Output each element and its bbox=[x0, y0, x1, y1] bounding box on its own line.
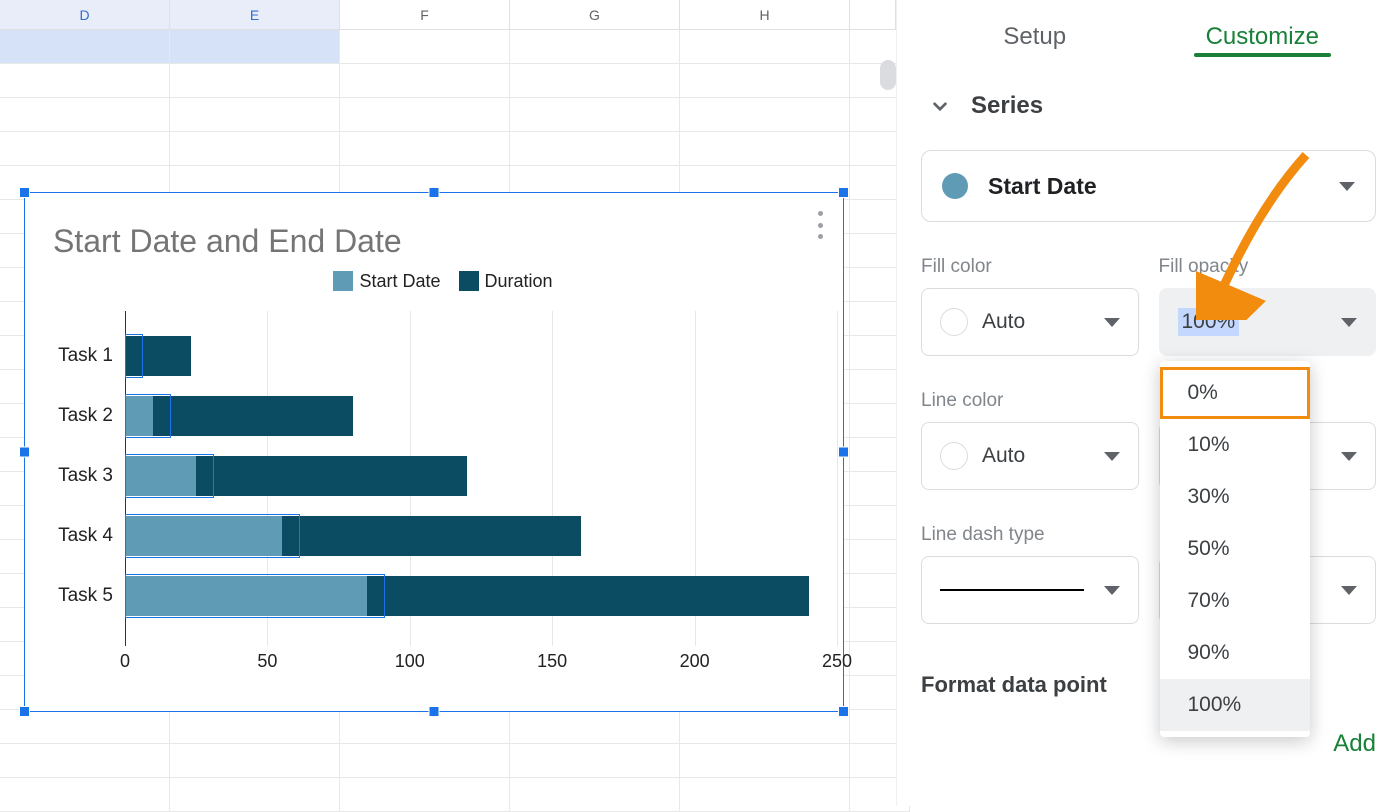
column-header-G[interactable]: G bbox=[510, 0, 680, 29]
resize-handle-bl[interactable] bbox=[19, 706, 30, 717]
bar-duration[interactable] bbox=[367, 576, 808, 616]
chart-kebab-menu[interactable] bbox=[811, 211, 829, 239]
column-header-E[interactable]: E bbox=[170, 0, 340, 29]
dropdown-caret-icon bbox=[1341, 586, 1357, 595]
series-selection-outline bbox=[125, 334, 143, 378]
series-selection-outline bbox=[125, 574, 385, 618]
vertical-scrollbar[interactable] bbox=[880, 60, 896, 90]
dropdown-caret-icon bbox=[1339, 182, 1355, 191]
fill-opacity-label: Fill opacity bbox=[1159, 256, 1377, 278]
bar-duration[interactable] bbox=[153, 396, 352, 436]
legend-label: Duration bbox=[485, 271, 553, 291]
opacity-option-100[interactable]: 100% bbox=[1160, 679, 1310, 731]
section-title: Series bbox=[971, 92, 1043, 120]
bar-duration[interactable] bbox=[196, 456, 467, 496]
x-tick-label: 250 bbox=[822, 651, 852, 672]
x-tick-label: 200 bbox=[680, 651, 710, 672]
section-series[interactable]: Series bbox=[927, 92, 1376, 120]
opacity-option-70[interactable]: 70% bbox=[1160, 575, 1310, 627]
chart-legend: Start Date Duration bbox=[25, 271, 843, 292]
column-header-D[interactable]: D bbox=[0, 0, 170, 29]
column-header-H[interactable]: H bbox=[680, 0, 850, 29]
resize-handle-mr[interactable] bbox=[838, 447, 849, 458]
x-tick-label: 0 bbox=[120, 651, 130, 672]
x-tick-label: 150 bbox=[537, 651, 567, 672]
dropdown-caret-icon bbox=[1104, 318, 1120, 327]
fill-opacity-menu: 0%10%30%50%70%90%100% bbox=[1160, 361, 1310, 737]
series-selector-label: Start Date bbox=[988, 173, 1097, 200]
line-color-value: Auto bbox=[982, 444, 1025, 468]
add-button[interactable]: Add bbox=[1333, 730, 1376, 758]
panel-tabs: Setup Customize bbox=[921, 0, 1376, 74]
opacity-option-0[interactable]: 0% bbox=[1160, 367, 1310, 419]
series-selection-outline bbox=[125, 454, 214, 498]
fill-color-dropdown[interactable]: Auto bbox=[921, 288, 1139, 356]
legend-swatch bbox=[459, 271, 479, 291]
opacity-option-30[interactable]: 30% bbox=[1160, 471, 1310, 523]
category-label: Task 1 bbox=[58, 345, 125, 367]
category-label: Task 4 bbox=[58, 525, 125, 547]
line-color-label: Line color bbox=[921, 390, 1139, 412]
category-label: Task 5 bbox=[58, 585, 125, 607]
fill-color-value: Auto bbox=[982, 310, 1025, 334]
chart-plot-area: 050100150200250Task 1Task 2Task 3Task 4T… bbox=[125, 311, 837, 641]
chevron-down-icon bbox=[927, 93, 953, 119]
chart-title: Start Date and End Date bbox=[53, 223, 402, 260]
dropdown-caret-icon bbox=[1341, 318, 1357, 327]
resize-handle-tm[interactable] bbox=[429, 187, 440, 198]
chart-object[interactable]: Start Date and End Date Start Date Durati… bbox=[24, 192, 844, 712]
category-label: Task 3 bbox=[58, 465, 125, 487]
tab-setup[interactable]: Setup bbox=[921, 23, 1149, 51]
opacity-option-10[interactable]: 10% bbox=[1160, 419, 1310, 471]
line-dash-sample bbox=[940, 589, 1084, 591]
x-tick-label: 100 bbox=[395, 651, 425, 672]
fill-opacity-dropdown[interactable]: 100% 0%10%30%50%70%90%100% bbox=[1159, 288, 1377, 356]
resize-handle-tl[interactable] bbox=[19, 187, 30, 198]
column-headers: DEFGH bbox=[0, 0, 896, 30]
dropdown-caret-icon bbox=[1104, 452, 1120, 461]
line-dash-label: Line dash type bbox=[921, 524, 1139, 546]
tab-customize[interactable]: Customize bbox=[1149, 23, 1377, 51]
chart-editor-panel: Setup Customize Series Start Date Fill c… bbox=[896, 0, 1400, 806]
column-header-F[interactable]: F bbox=[340, 0, 510, 29]
series-color-swatch bbox=[942, 173, 968, 199]
opacity-option-90[interactable]: 90% bbox=[1160, 627, 1310, 679]
legend-swatch bbox=[333, 271, 353, 291]
resize-handle-br[interactable] bbox=[838, 706, 849, 717]
series-selector[interactable]: Start Date bbox=[921, 150, 1376, 222]
resize-handle-ml[interactable] bbox=[19, 447, 30, 458]
resize-handle-bm[interactable] bbox=[429, 706, 440, 717]
bar-duration[interactable] bbox=[282, 516, 581, 556]
fill-color-swatch bbox=[940, 308, 968, 336]
fill-color-label: Fill color bbox=[921, 256, 1139, 278]
dropdown-caret-icon bbox=[1341, 452, 1357, 461]
category-label: Task 2 bbox=[58, 405, 125, 427]
line-color-swatch bbox=[940, 442, 968, 470]
series-selection-outline bbox=[125, 394, 171, 438]
resize-handle-tr[interactable] bbox=[838, 187, 849, 198]
dropdown-caret-icon bbox=[1104, 586, 1120, 595]
fill-opacity-value: 100% bbox=[1178, 308, 1240, 336]
line-color-dropdown[interactable]: Auto bbox=[921, 422, 1139, 490]
opacity-option-50[interactable]: 50% bbox=[1160, 523, 1310, 575]
line-dash-dropdown[interactable] bbox=[921, 556, 1139, 624]
series-selection-outline bbox=[125, 514, 300, 558]
x-tick-label: 50 bbox=[257, 651, 277, 672]
legend-label: Start Date bbox=[359, 271, 440, 291]
